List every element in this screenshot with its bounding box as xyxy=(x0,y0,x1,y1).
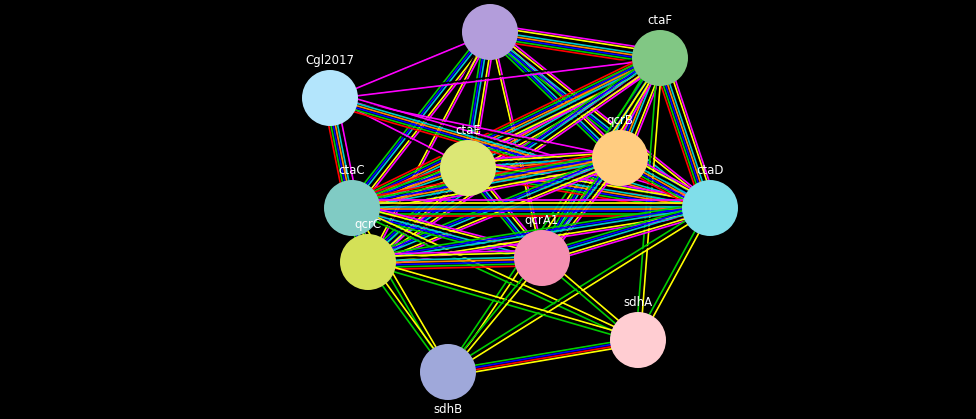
Circle shape xyxy=(440,140,496,196)
Text: ctaC: ctaC xyxy=(339,164,365,177)
Circle shape xyxy=(340,234,396,290)
Circle shape xyxy=(632,30,688,86)
Circle shape xyxy=(592,130,648,186)
Text: ctaF: ctaF xyxy=(647,14,672,27)
Text: qcrA1: qcrA1 xyxy=(525,214,559,227)
Circle shape xyxy=(324,180,380,236)
Circle shape xyxy=(514,230,570,286)
Text: thiX: thiX xyxy=(478,0,502,1)
Circle shape xyxy=(302,70,358,126)
Text: ctaD: ctaD xyxy=(696,164,724,177)
Text: sdhA: sdhA xyxy=(624,296,653,309)
Text: Cgl2017: Cgl2017 xyxy=(305,54,354,67)
Text: sdhB: sdhB xyxy=(433,403,463,416)
Text: qcrC: qcrC xyxy=(354,218,382,231)
Text: ctaE: ctaE xyxy=(455,124,481,137)
Text: qcrB: qcrB xyxy=(606,114,633,127)
Circle shape xyxy=(420,344,476,400)
Circle shape xyxy=(610,312,666,368)
Circle shape xyxy=(462,4,518,60)
Circle shape xyxy=(682,180,738,236)
